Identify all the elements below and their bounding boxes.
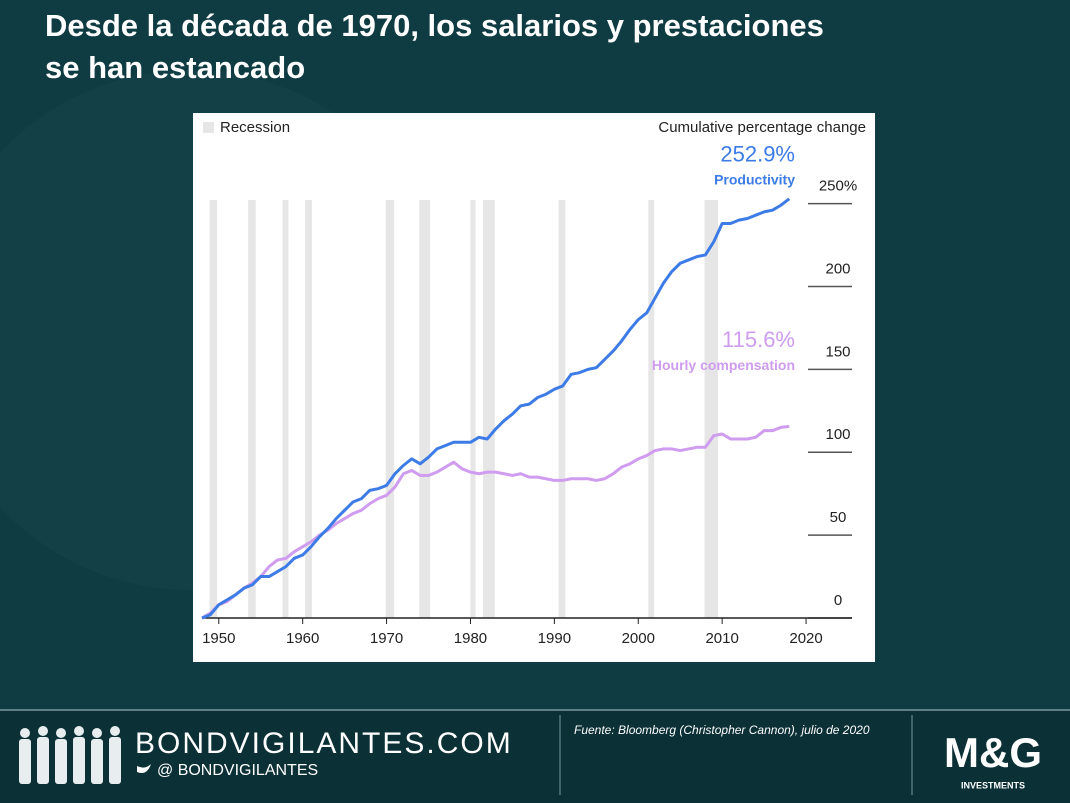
logo-sub: INVESTMENTS — [961, 780, 1025, 790]
handle: @ BONDVIGILANTES — [157, 762, 318, 779]
legend-swatch — [203, 122, 214, 133]
x-tick-label: 1980 — [454, 630, 487, 647]
recession-band — [385, 200, 395, 618]
y-tick-label: 0 — [834, 592, 842, 609]
y-tick-label: 50 — [830, 509, 847, 526]
series-line — [201, 424, 790, 620]
footer-bar — [0, 710, 1070, 803]
series-line — [201, 197, 791, 620]
y-tick-label: 250% — [819, 178, 857, 195]
legend-label: Recession — [220, 119, 290, 136]
recession-band — [648, 200, 655, 618]
recession-band — [558, 200, 566, 618]
recession-band — [470, 200, 476, 618]
x-tick-label: 2020 — [789, 630, 822, 647]
axis-label: Cumulative percentage change — [658, 119, 866, 136]
y-tick-label: 150 — [825, 343, 850, 360]
end-label: 115.6% — [722, 327, 795, 352]
recession-band — [483, 200, 495, 618]
people-icon — [19, 726, 121, 784]
source: Fuente: Bloomberg (Christopher Cannon), … — [574, 723, 870, 737]
chart-panel — [193, 113, 875, 662]
recession-band — [209, 200, 218, 618]
x-tick-label: 2010 — [705, 630, 738, 647]
twitter-icon — [137, 764, 151, 773]
series-label: Hourly compensation — [652, 357, 795, 373]
y-tick-label: 100 — [825, 426, 850, 443]
x-tick-label: 1960 — [286, 630, 319, 647]
x-tick-label: 2000 — [622, 630, 655, 647]
x-tick-label: 1990 — [538, 630, 571, 647]
recession-band — [248, 200, 256, 618]
logo: M&G — [944, 729, 1042, 776]
site: BONDVIGILANTES.COM — [135, 727, 513, 760]
recession-band — [704, 200, 718, 618]
source-box: Fuente: Bloomberg (Christopher Cannon), … — [574, 723, 870, 737]
x-tick-label: 1950 — [202, 630, 235, 647]
y-tick-label: 200 — [825, 260, 850, 277]
end-label: 252.9% — [720, 142, 795, 167]
recession-band — [305, 200, 312, 618]
recession-band — [282, 200, 289, 618]
x-tick-label: 1970 — [370, 630, 403, 647]
title: se han estancado — [45, 50, 305, 85]
recession-band — [419, 200, 431, 618]
series-label: Productivity — [714, 171, 795, 187]
title: Desde la década de 1970, los salarios y … — [45, 8, 824, 43]
